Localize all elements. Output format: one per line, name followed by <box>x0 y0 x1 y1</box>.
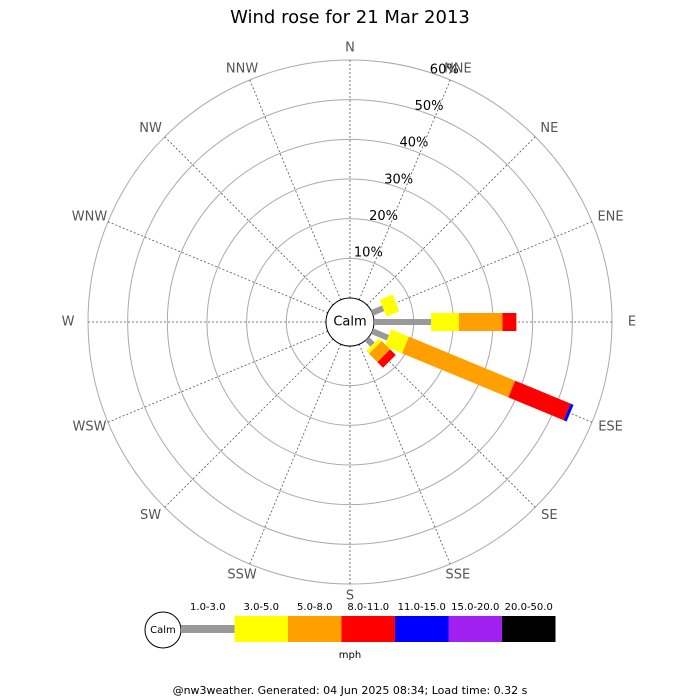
legend-label: 1.0-3.0 <box>190 602 225 613</box>
direction-label: SSW <box>227 568 257 583</box>
rose-segment <box>458 313 503 331</box>
direction-label: E <box>628 315 636 330</box>
direction-label: NNW <box>226 61 258 76</box>
rose-segment <box>502 313 517 331</box>
footer: @nw3weather. Generated: 04 Jun 2025 08:3… <box>173 684 528 697</box>
radial-tick-label: 40% <box>399 136 428 151</box>
legend-label: 8.0-11.0 <box>347 602 389 613</box>
direction-label: SSE <box>446 568 471 583</box>
rose-segment <box>508 380 571 421</box>
direction-label: NNE <box>444 61 472 76</box>
legend-swatch <box>234 616 288 642</box>
legend-swatch <box>181 625 235 633</box>
radial-tick-label: 10% <box>354 246 383 261</box>
rose-segment <box>371 305 385 316</box>
rose-segment <box>431 313 459 331</box>
legend-swatch <box>288 616 342 642</box>
direction-label: WSW <box>72 419 106 434</box>
radial-tick-label: 50% <box>415 99 444 114</box>
rose-segment <box>379 294 400 317</box>
calm-label: Calm <box>333 315 366 330</box>
direction-label: SE <box>541 508 557 523</box>
rose-segment <box>377 349 396 368</box>
direction-label: WNW <box>72 210 108 225</box>
rose-segment <box>369 341 391 363</box>
rose-segment <box>384 329 409 354</box>
direction-label: NE <box>540 121 558 136</box>
legend-label: 3.0-5.0 <box>244 602 279 613</box>
radial-tick-label: 20% <box>369 209 398 224</box>
rose-segment <box>563 403 574 422</box>
legend-calm-label: Calm <box>150 625 176 636</box>
direction-label: S <box>346 589 354 604</box>
legend-label: 5.0-8.0 <box>297 602 332 613</box>
radial-tick-label: 60% <box>430 62 459 77</box>
direction-label: NW <box>139 121 162 136</box>
grid-ring <box>166 138 534 506</box>
direction-label: ESE <box>598 419 623 434</box>
grid-ring <box>127 99 573 545</box>
rose-segment <box>374 319 432 325</box>
direction-label: N <box>345 41 355 56</box>
rose-segment <box>366 338 382 354</box>
direction-label: W <box>62 315 75 330</box>
rose-segment <box>402 336 516 398</box>
direction-label: ENE <box>597 210 623 225</box>
legend-swatch <box>448 616 502 642</box>
legend-swatch <box>502 616 556 642</box>
legend-label: 15.0-20.0 <box>451 602 499 613</box>
rose-segment <box>364 336 375 347</box>
legend-swatch <box>341 616 395 642</box>
legend-label: 20.0-50.0 <box>505 602 553 613</box>
direction-label: SW <box>140 508 161 523</box>
chart-title: Wind rose for 21 Mar 2013 <box>230 7 470 28</box>
rose-segment <box>371 328 390 341</box>
legend-unit: mph <box>339 650 361 661</box>
radial-tick-label: 30% <box>384 172 413 187</box>
legend-label: 11.0-15.0 <box>398 602 446 613</box>
legend-swatch <box>395 616 449 642</box>
